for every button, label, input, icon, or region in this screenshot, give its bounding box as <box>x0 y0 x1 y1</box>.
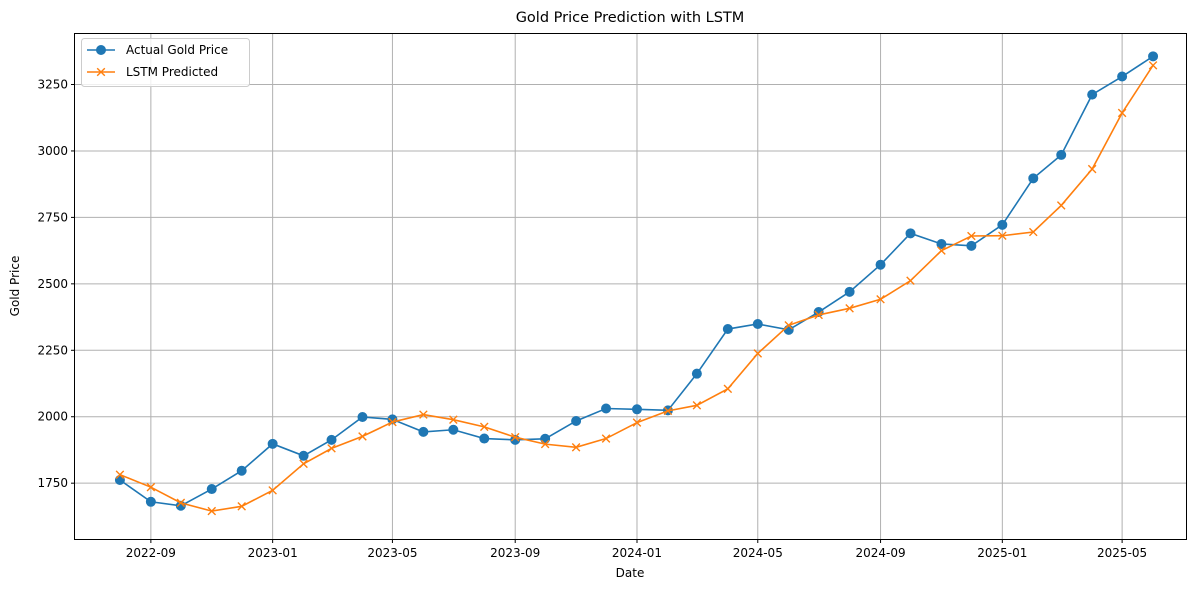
data-point <box>1148 61 1158 70</box>
data-point <box>510 432 520 442</box>
legend-box <box>81 38 250 87</box>
x-tick-label: 2023-01 <box>248 546 298 560</box>
data-point <box>236 465 247 476</box>
data-point <box>448 424 459 435</box>
data-point <box>875 259 886 270</box>
data-point <box>1087 89 1098 100</box>
series-predicted <box>115 61 1158 516</box>
y-tick-label: 3000 <box>37 144 68 158</box>
data-point <box>1056 201 1066 210</box>
data-point <box>419 410 428 419</box>
data-point <box>966 240 977 251</box>
legend-item: LSTM Predicted <box>87 65 218 79</box>
data-point <box>814 310 823 320</box>
data-point <box>1117 108 1127 118</box>
data-point <box>906 276 915 285</box>
y-tick-label: 2500 <box>37 277 68 291</box>
data-point <box>967 231 976 241</box>
data-point <box>783 324 794 335</box>
data-point <box>298 450 309 461</box>
x-tick-label: 2024-01 <box>612 546 662 560</box>
data-point <box>1056 149 1067 160</box>
data-point <box>692 401 702 410</box>
y-tick-label: 2250 <box>37 343 68 357</box>
data-point <box>722 324 733 335</box>
data-point <box>1028 173 1039 184</box>
x-tick-label: 2023-05 <box>367 546 417 560</box>
data-point <box>905 228 916 239</box>
data-point <box>449 415 458 424</box>
data-point <box>631 404 642 415</box>
data-point <box>207 506 217 516</box>
data-point <box>753 349 763 358</box>
data-point <box>845 304 854 313</box>
legend-label: Actual Gold Price <box>126 43 228 57</box>
legend: Actual Gold Price LSTM Predicted <box>81 38 250 87</box>
series-actual <box>114 51 1159 511</box>
data-point <box>663 406 673 416</box>
x-axis: 2022-09 2023-01 2023-05 2023-09 2024-01 2024-… <box>126 539 1147 560</box>
data-point <box>632 418 642 427</box>
y-tick-label: 2000 <box>37 410 68 424</box>
data-point <box>691 368 702 379</box>
data-point <box>479 433 490 444</box>
data-point <box>358 432 367 441</box>
data-point <box>1028 227 1038 237</box>
legend-marker <box>96 67 106 77</box>
legend-item: Actual Gold Price <box>87 43 228 57</box>
data-point <box>388 417 397 427</box>
data-point <box>571 415 582 426</box>
data-point <box>479 422 489 432</box>
data-point <box>723 384 733 394</box>
data-point <box>206 484 217 495</box>
data-point <box>876 294 885 304</box>
series-layer <box>114 51 1159 516</box>
data-point <box>418 426 429 437</box>
data-point <box>268 486 277 495</box>
data-point <box>844 286 855 297</box>
legend-label: LSTM Predicted <box>126 65 218 79</box>
data-point <box>146 482 156 492</box>
y-tick-label: 3250 <box>37 78 68 92</box>
data-point <box>267 438 278 449</box>
x-axis-title: Date <box>616 566 645 580</box>
chart-title: Gold Price Prediction with LSTM <box>516 10 745 26</box>
x-tick-label: 2022-09 <box>126 546 176 560</box>
data-point <box>752 318 763 329</box>
y-axis: 1750 2000 2250 2500 2750 3000 3250 <box>37 78 75 490</box>
y-tick-label: 1750 <box>37 476 68 490</box>
data-point <box>299 459 308 469</box>
data-point <box>1087 164 1097 174</box>
data-point <box>1148 51 1159 62</box>
y-tick-label: 2750 <box>37 210 68 224</box>
data-point <box>998 231 1007 241</box>
data-point <box>936 238 947 249</box>
data-point <box>1117 71 1128 82</box>
x-tick-label: 2023-09 <box>490 546 540 560</box>
grid <box>75 34 1186 539</box>
plot-frame <box>74 33 1187 540</box>
data-point <box>571 443 581 452</box>
data-point <box>326 434 337 445</box>
data-point <box>540 439 550 449</box>
data-point <box>601 434 611 443</box>
y-axis-title: Gold Price <box>8 256 22 317</box>
data-point <box>997 219 1008 230</box>
legend-marker <box>96 45 106 55</box>
x-tick-label: 2024-05 <box>733 546 783 560</box>
data-point <box>357 412 368 423</box>
data-point <box>784 321 794 330</box>
x-tick-label: 2025-01 <box>977 546 1027 560</box>
data-point <box>937 246 946 255</box>
data-point <box>145 496 156 507</box>
data-point <box>327 444 336 453</box>
data-point <box>115 470 125 479</box>
data-point <box>601 403 612 414</box>
data-point <box>237 502 246 511</box>
x-tick-label: 2024-09 <box>855 546 905 560</box>
data-point <box>176 498 186 508</box>
x-tick-label: 2025-05 <box>1097 546 1147 560</box>
